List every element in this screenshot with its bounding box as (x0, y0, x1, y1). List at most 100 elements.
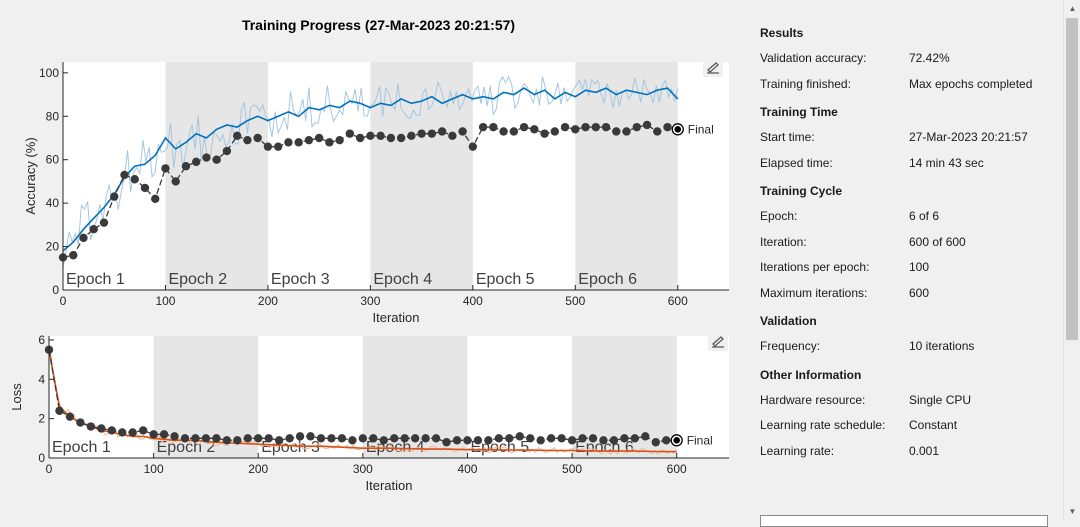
validation-point (161, 164, 170, 173)
learning-rate-schedule-row: Learning rate schedule: Constant (760, 413, 1060, 439)
frequency-value: 10 iterations (909, 339, 975, 353)
validation-point (536, 436, 545, 445)
vertical-scrollbar[interactable]: ▲ ▼ (1063, 0, 1080, 520)
validation-point (201, 434, 211, 443)
x-tick-label: 100 (144, 462, 164, 476)
learning-rate-row: Learning rate: 0.001 (760, 439, 1060, 465)
x-tick-label: 200 (258, 294, 278, 308)
export-icon-glyph (712, 336, 724, 348)
validation-point (97, 424, 106, 433)
validation-point (181, 162, 191, 171)
frequency-row: Frequency: 10 iterations (760, 334, 1060, 360)
validation-point (107, 426, 116, 435)
export-icon-bg (708, 333, 728, 351)
validation-point (110, 192, 119, 201)
validation-point (274, 436, 284, 445)
scroll-thumb[interactable] (1066, 18, 1078, 340)
maximum-iterations-row: Maximum iterations: 600 (760, 281, 1060, 307)
validation-point (337, 434, 347, 443)
validation-point (233, 436, 242, 445)
validation-point (159, 430, 169, 439)
epoch-label: Epoch 3 (261, 439, 320, 456)
training-cycle-heading: Training Cycle (760, 184, 843, 198)
validation-point (140, 183, 150, 193)
validation-point (458, 127, 467, 136)
validation-point (478, 122, 488, 132)
validation-point (212, 434, 221, 443)
elapsed-time-label: Elapsed time: (760, 155, 833, 170)
hardware-resource-label: Hardware resource: (760, 392, 866, 407)
accuracy-plot: Epoch 1 Epoch 2 Epoch 3 Epoch 4 Epoch 5 Epoch… (23, 59, 729, 325)
x-axis-label: Iteration (366, 478, 413, 493)
validation-point (118, 428, 127, 437)
validation-point (284, 138, 293, 147)
validation-point (567, 436, 577, 445)
final-marker-dot (674, 126, 682, 133)
validation-point (557, 434, 566, 443)
scroll-down-arrow-icon[interactable]: ▼ (1068, 507, 1077, 516)
x-tick-label: 600 (667, 462, 687, 476)
validation-point (407, 131, 416, 141)
validation-point (632, 122, 641, 132)
iteration-value: 600 of 600 (909, 234, 966, 249)
validation-point (285, 434, 294, 443)
validation-point (212, 155, 221, 164)
validation-point (294, 138, 303, 147)
y-tick-label: 6 (38, 333, 45, 347)
validation-point (578, 434, 587, 443)
validation-point (366, 131, 375, 141)
learning-rate-schedule-label: Learning rate schedule: (760, 418, 886, 432)
training-finished-row: Training finished: Max epochs completed (760, 72, 1060, 98)
y-tick-label: 100 (39, 66, 59, 80)
export-plot-icon[interactable] (708, 333, 728, 351)
validation-point (254, 434, 263, 443)
hardware-resource-value: Single CPU (909, 392, 972, 407)
validation-point (663, 122, 672, 132)
y-tick-label: 2 (38, 412, 45, 426)
validation-point (417, 129, 426, 138)
y-tick-label: 80 (46, 109, 60, 123)
validation-point (591, 122, 600, 132)
export-plot-icon[interactable] (703, 59, 723, 77)
scroll-up-arrow-icon[interactable]: ▲ (1068, 4, 1077, 13)
y-tick-label: 0 (52, 283, 59, 297)
maximum-iterations-label: Maximum iterations: (760, 285, 868, 300)
validation-point (128, 428, 137, 437)
final-marker-dot (673, 436, 680, 444)
validation-point (130, 175, 139, 184)
validation-point (662, 436, 671, 445)
validation-point (651, 438, 660, 447)
x-tick-label: 300 (360, 294, 380, 308)
epoch-band (575, 62, 678, 290)
x-tick-label: 500 (562, 462, 582, 476)
other-information-heading: Other Information (760, 367, 862, 382)
validation-point (264, 434, 273, 443)
validation-point (76, 418, 85, 427)
iterations-per-epoch-value: 100 (909, 260, 930, 274)
validation-point (505, 434, 514, 443)
validation-point (390, 434, 399, 443)
validation-point (79, 233, 88, 243)
elapsed-time-value: 14 min 43 sec (909, 155, 984, 170)
validation-point (463, 436, 472, 445)
validation-point (550, 127, 560, 136)
validation-point (171, 177, 180, 186)
epoch-label: Epoch 3 (271, 271, 330, 288)
validation-point (99, 218, 109, 227)
validation-point (222, 146, 232, 156)
y-tick-label: 40 (46, 196, 60, 210)
validation-point (304, 135, 314, 145)
validation-point (355, 133, 365, 143)
validation-point (546, 434, 556, 443)
validation-point (358, 434, 368, 443)
x-tick-label: 0 (46, 462, 53, 476)
training-info-panel: Results Validation accuracy: 72.42% Trai… (760, 18, 1060, 464)
validation-point (437, 127, 447, 136)
validation-point (314, 133, 324, 143)
epoch-label: Epoch 6 (578, 271, 637, 288)
validation-point (540, 129, 549, 138)
validation-point (484, 436, 493, 445)
validation-accuracy-value: 72.42% (909, 51, 950, 65)
iterations-per-epoch-label: Iterations per epoch: (760, 260, 870, 274)
validation-point (641, 432, 650, 441)
